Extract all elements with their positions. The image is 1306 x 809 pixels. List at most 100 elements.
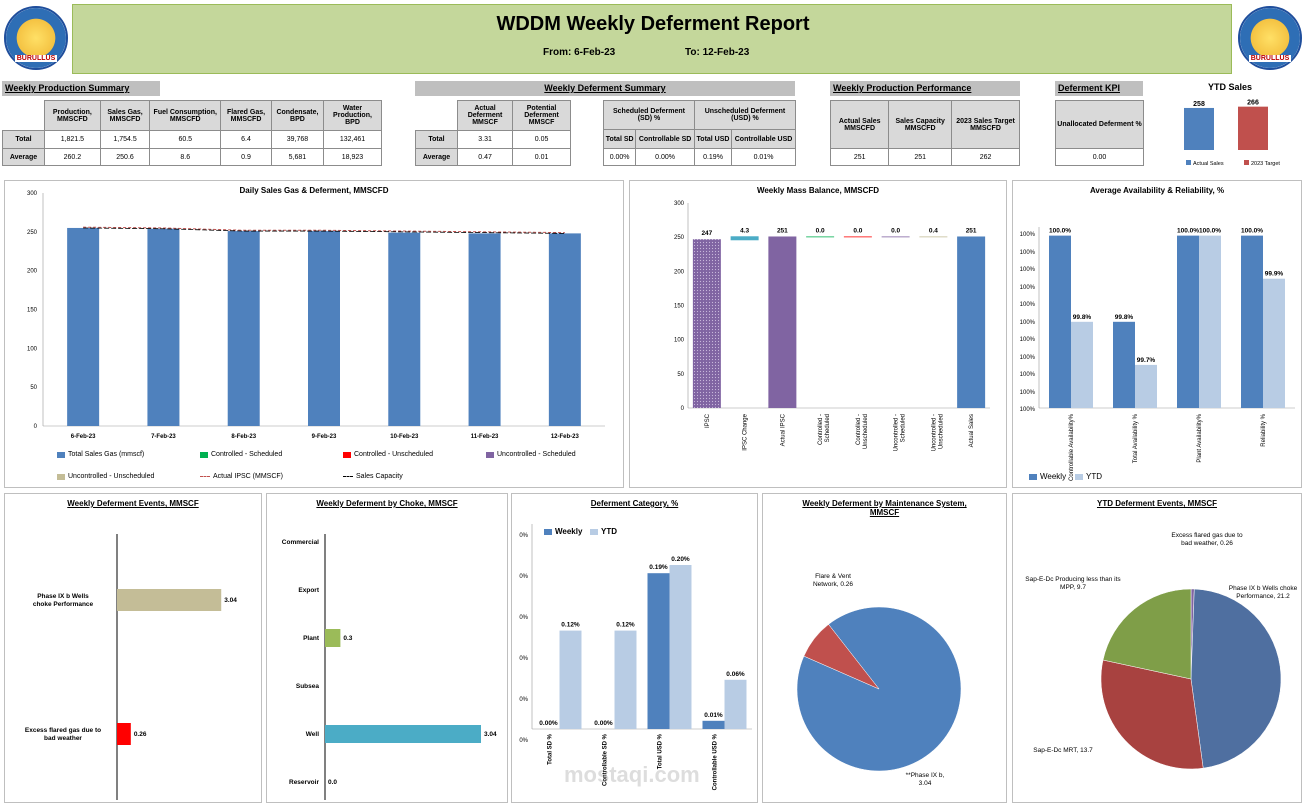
availability-panel: Average Availability & Reliability, % 10… bbox=[1012, 180, 1302, 488]
mass-balance-bar bbox=[957, 236, 986, 408]
deferment-summary-title: Weekly Deferment Summary bbox=[415, 81, 795, 96]
ytd-bar bbox=[724, 679, 747, 729]
kpi-table: Unallocated Deferment % 0.00 bbox=[1055, 100, 1144, 166]
daily-chart-panel: Daily Sales Gas & Deferment, MMSCFD 0 50 1… bbox=[4, 180, 624, 488]
bar-label: 0.19% bbox=[649, 564, 668, 571]
y-tick-label: 0 bbox=[681, 406, 685, 412]
y-tick-label: 250 bbox=[674, 235, 685, 241]
mass-balance-bar bbox=[919, 236, 948, 238]
x-tick-label: 12-Feb-23 bbox=[551, 434, 580, 440]
sales-bar bbox=[308, 231, 340, 426]
legend-actual-ipsc: Actual IPSC (MMSCF) bbox=[200, 473, 283, 480]
category-legend-weekly: Weekly bbox=[544, 527, 582, 536]
mass-balance-bar bbox=[843, 236, 872, 238]
ytd-events-panel: YTD Deferment Events, MMSCF Excess flare… bbox=[1012, 493, 1302, 803]
bar-label: 99.7% bbox=[1137, 357, 1156, 364]
x-tick-label: Total USD % bbox=[658, 733, 664, 769]
x-tick-label: 7-Feb-23 bbox=[151, 434, 176, 440]
y-tick-label: 200 bbox=[674, 269, 685, 275]
x-tick-label: Controllable Availability% bbox=[1069, 413, 1075, 481]
choke-category: Well bbox=[306, 731, 319, 738]
ytd-sales-legend-swatch bbox=[1186, 160, 1191, 165]
availability-legend-weekly: Weekly bbox=[1029, 472, 1066, 481]
events-svg: 3.04 Phase IX b Wells choke Performance 0.2… bbox=[25, 534, 237, 800]
y-tick-label: 100 bbox=[674, 338, 685, 344]
watermark: mostaqi.com bbox=[564, 762, 700, 787]
legend-uncontrolled-unscheduled: Uncontrolled - Unscheduled bbox=[57, 473, 154, 480]
mass-balance-bar bbox=[730, 236, 759, 241]
weekly-bar bbox=[1113, 321, 1135, 408]
ytd-bar bbox=[559, 630, 582, 729]
ytd-bar bbox=[1135, 364, 1157, 408]
ytd-sales-legend-label: 2023 Target bbox=[1251, 161, 1280, 167]
choke-value: 0.0 bbox=[328, 779, 337, 786]
pie-slice bbox=[1102, 588, 1192, 680]
right-logo: BURULLUS bbox=[1238, 6, 1302, 70]
actual-ipsc-line bbox=[83, 226, 565, 234]
mass-balance-svg: 0 50 100 150 200 250 300 247 IPSC 4.3 IPSC Change 2… bbox=[674, 201, 990, 451]
bar-label: 0.12% bbox=[561, 622, 580, 629]
bar-label: 99.8% bbox=[1073, 314, 1092, 321]
category-svg: 0.00% 0.12% Total SD % 0.00% 0.12% Controllab… bbox=[531, 524, 752, 790]
bar-label: 0.00% bbox=[539, 720, 558, 727]
mass-balance-label: 247 bbox=[701, 230, 712, 237]
pie-label: Sap-E-Dc Producing less than its MPP, 9.7 bbox=[1025, 576, 1121, 591]
sales-bar bbox=[388, 232, 421, 426]
x-tick-label: Actual Sales bbox=[969, 414, 975, 447]
choke-category: Export bbox=[298, 587, 319, 594]
x-tick-label: 10-Feb-23 bbox=[390, 434, 419, 440]
mass-balance-bar bbox=[881, 236, 910, 238]
maintenance-panel: Weekly Deferment by Maintenance System, … bbox=[762, 493, 1007, 803]
sales-bar bbox=[67, 227, 100, 426]
ytd-bar bbox=[1071, 321, 1093, 408]
daily-chart-title: Daily Sales Gas & Deferment, MMSCFD bbox=[239, 186, 389, 195]
bar-label: 0.12% bbox=[616, 622, 635, 629]
production-summary-table: Production, MMSCFD Sales Gas, MMSCFD Fue… bbox=[2, 100, 382, 166]
bar-label: 99.8% bbox=[1115, 314, 1134, 321]
pie-label: Excess flared gas due to bad weather, 0.2… bbox=[1171, 532, 1243, 547]
mass-balance-label: 0.0 bbox=[853, 227, 862, 234]
category-y-ticks: 0% 0% 0% 0% 0% 0% bbox=[519, 533, 528, 744]
ytd-sales-label: 266 bbox=[1247, 100, 1259, 107]
x-tick-label: Controllable SD % bbox=[603, 733, 609, 786]
y-tick-label: 300 bbox=[27, 191, 38, 197]
x-tick-label: IPSC bbox=[705, 413, 711, 428]
y-tick-label: 50 bbox=[677, 372, 684, 378]
y-tick-label: 200 bbox=[27, 269, 38, 275]
bar-label: 0.00% bbox=[594, 720, 613, 727]
sales-capacity-line bbox=[83, 227, 565, 234]
pie-slice bbox=[1100, 659, 1204, 770]
x-tick-label: Controlled -Scheduled bbox=[818, 414, 831, 445]
ytd-events-title: YTD Deferment Events, MMSCF bbox=[1096, 499, 1218, 508]
x-tick-label: Plant Availability% bbox=[1197, 413, 1203, 462]
pie-label: Phase IX b Wells choke Performance, 21.2 bbox=[1229, 585, 1298, 600]
ytd-sales-bar bbox=[1238, 106, 1268, 150]
legend-uncontrolled-scheduled: Uncontrolled - Scheduled bbox=[486, 451, 576, 458]
sales-bar bbox=[147, 228, 180, 426]
x-tick-label: Uncontrolled -Unscheduled bbox=[931, 414, 944, 451]
choke-category: Commercial bbox=[282, 539, 319, 546]
mass-balance-panel: Weekly Mass Balance, MMSCFD 0 50 100 150 200… bbox=[629, 180, 1007, 488]
bar-label: 0.06% bbox=[726, 671, 745, 678]
bar-label: 0.01% bbox=[704, 712, 723, 719]
legend-sales-capacity: Sales Capacity bbox=[343, 473, 403, 480]
x-tick-label: Total Availability % bbox=[1133, 413, 1139, 463]
mass-balance-title: Weekly Mass Balance, MMSCFD bbox=[756, 186, 880, 195]
mass-balance-label: 0.0 bbox=[816, 227, 825, 234]
weekly-bar bbox=[702, 720, 725, 729]
choke-panel: Weekly Deferment by Choke, MMSCF Commerc… bbox=[266, 493, 508, 803]
category-panel: Deferment Category, % Weekly YTD 0% 0% 0% 0… bbox=[511, 493, 758, 803]
availability-title: Average Availability & Reliability, % bbox=[1089, 186, 1225, 195]
x-tick-label: IPSC Change bbox=[743, 413, 749, 450]
production-summary-title: Weekly Production Summary bbox=[2, 81, 160, 96]
availability-legend-ytd: YTD bbox=[1075, 472, 1102, 481]
mass-balance-label: 4.3 bbox=[740, 227, 749, 234]
choke-category: Subsea bbox=[296, 683, 320, 690]
choke-category: Reservoir bbox=[289, 779, 319, 786]
choke-category: Plant bbox=[303, 635, 320, 642]
bar-label: 0.20% bbox=[671, 556, 690, 563]
choke-svg: Commercial Export Plant 0.3 Subsea Well 3.04 Re… bbox=[282, 534, 497, 800]
mass-balance-label: 251 bbox=[777, 227, 788, 234]
ytd-events-svg: Excess flared gas due to bad weather, 0.2… bbox=[1025, 532, 1298, 770]
ytd-bar bbox=[1263, 278, 1285, 408]
